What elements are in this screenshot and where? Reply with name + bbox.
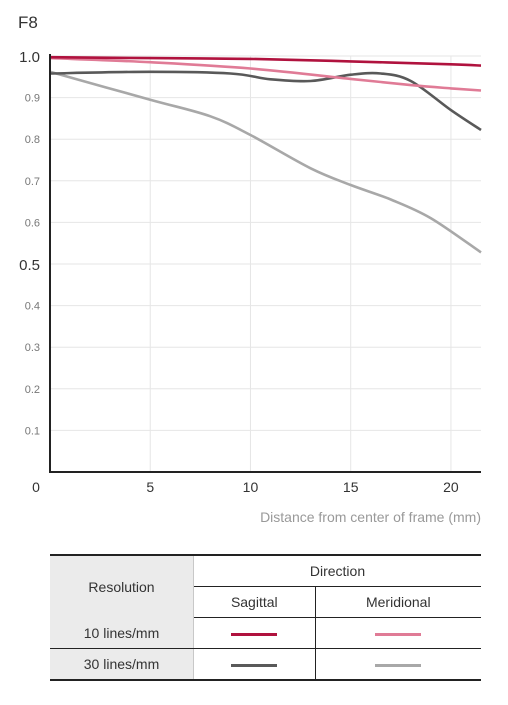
- legend-row-10: 10 lines/mm: [50, 617, 481, 649]
- y-tick-label: 0.6: [25, 217, 40, 229]
- y-tick-label: 1.0: [19, 49, 40, 66]
- y-tick-label: 0.1: [25, 425, 40, 437]
- y-tick-label: 0.2: [25, 384, 40, 396]
- panel-title: F8: [18, 13, 38, 32]
- series-lines: [49, 55, 482, 254]
- y-tick-labels: 1.0 0.9 0.8 0.7 0.6 0.5 0.4 0.3 0.2 0.1: [19, 49, 40, 437]
- swatch-10-meridional: [375, 632, 422, 636]
- swatch-10-sagittal: [231, 632, 278, 636]
- sagittal-header: Sagittal: [193, 586, 316, 618]
- y-tick-label: 0.7: [25, 176, 40, 188]
- swatch-30-meridional: [375, 663, 422, 667]
- y-tick-label: 0.8: [25, 134, 40, 146]
- y-tick-label: 0.9: [25, 93, 40, 105]
- swatch-30-sagittal: [231, 663, 278, 667]
- y-tick-label: 0.3: [25, 342, 40, 354]
- x-tick-label: 10: [243, 479, 259, 495]
- series-line: [49, 55, 482, 67]
- x-axis-label: Distance from center of frame (mm): [260, 509, 481, 525]
- legend-table: Resolution Direction Sagittal Meridional…: [50, 554, 481, 681]
- direction-header: Direction: [193, 554, 481, 587]
- series-line: [49, 70, 482, 254]
- axes: [49, 54, 481, 473]
- mtf-chart: F8 1.0 0.9 0.8 0.7 0.6 0.5 0.4 0.3 0.2 0.1 0 5 10 15…: [18, 13, 482, 525]
- legend-row-30: 30 lines/mm: [50, 648, 481, 681]
- series-line: [49, 56, 482, 92]
- y-tick-label: 0.5: [19, 257, 40, 274]
- x-tick-label: 15: [343, 479, 359, 495]
- y-tick-label: 0.4: [25, 301, 40, 313]
- grid: [50, 55, 481, 472]
- resolution-header: Resolution: [50, 554, 194, 618]
- x-tick-label: 20: [443, 479, 459, 495]
- meridional-header: Meridional: [315, 586, 481, 618]
- x-tick-labels: 0 5 10 15 20: [32, 479, 459, 495]
- x-tick-label: 5: [146, 479, 154, 495]
- legend-row-label: 10 lines/mm: [50, 617, 194, 649]
- series-line: [49, 70, 482, 132]
- legend-row-label: 30 lines/mm: [50, 648, 194, 681]
- x-tick-label: 0: [32, 479, 40, 495]
